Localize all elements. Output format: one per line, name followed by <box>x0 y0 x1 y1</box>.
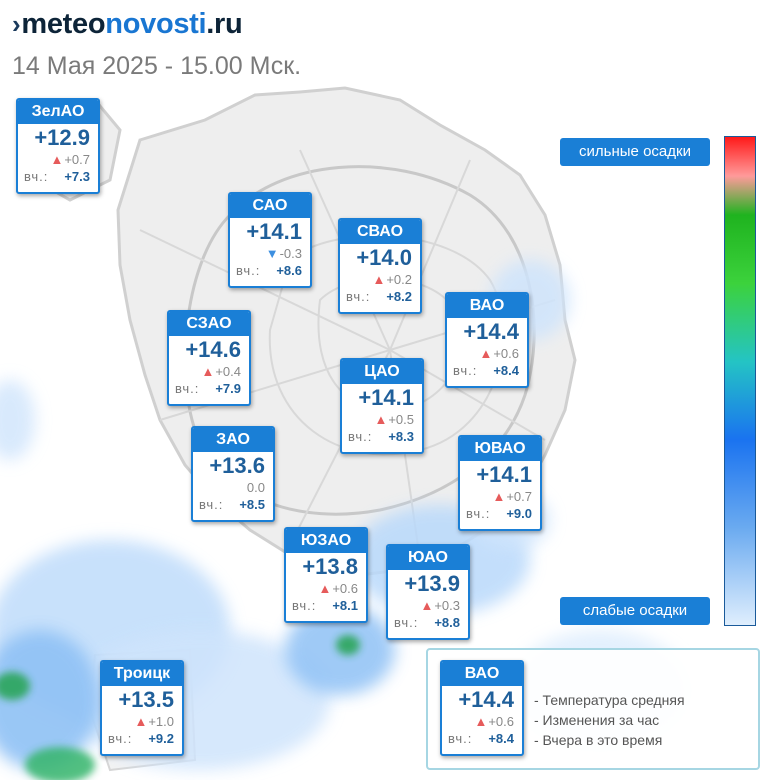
district-name: ЗелАО <box>18 100 98 124</box>
district-name: ЮАО <box>388 546 468 570</box>
legend-line-average: - Температура средняя <box>534 692 685 708</box>
district-card-tsao: ЦАО +14.1 ▲+0.5 вч.: +8.3 <box>340 358 424 454</box>
average-temperature: +14.1 <box>246 219 302 244</box>
trend-icon: ▲ <box>479 346 493 361</box>
yesterday-temperature: вч.: +8.6 <box>236 263 302 278</box>
trend-icon: ▲ <box>372 272 386 287</box>
logo-part-meteo: meteo <box>21 8 106 40</box>
yesterday-temperature: вч.: +8.1 <box>292 598 358 613</box>
district-card-yuzao: ЮЗАО +13.8 ▲+0.6 вч.: +8.1 <box>284 527 368 623</box>
hourly-change: ▲+0.5 <box>374 412 414 427</box>
heavy-precip-label: сильные осадки <box>560 138 710 166</box>
yesterday-temperature: вч.: +7.9 <box>175 381 241 396</box>
district-card-szao: СЗАО +14.6 ▲+0.4 вч.: +7.9 <box>167 310 251 406</box>
district-card-troitsk: Троицк +13.5 ▲+1.0 вч.: +9.2 <box>100 660 184 756</box>
district-name: ЮЗАО <box>286 529 366 553</box>
average-temperature: +14.1 <box>476 462 532 487</box>
trend-icon: ▲ <box>134 714 148 729</box>
hourly-change: ▲+0.7 <box>50 152 90 167</box>
hourly-change: ▲+0.2 <box>372 272 412 287</box>
hourly-change: ▲+0.7 <box>492 489 532 504</box>
district-card-svao: СВАО +14.0 ▲+0.2 вч.: +8.2 <box>338 218 422 314</box>
district-card-yuvao: ЮВАО +14.1 ▲+0.7 вч.: +9.0 <box>458 435 542 531</box>
yesterday-temperature: вч.: +8.4 <box>448 731 514 746</box>
trend-icon: ▲ <box>374 412 388 427</box>
district-name: ЦАО <box>342 360 422 384</box>
hourly-change: ▲+0.6 <box>474 714 514 729</box>
trend-icon: ▲ <box>318 581 332 596</box>
yesterday-temperature: вч.: +9.2 <box>108 731 174 746</box>
logo-part-domain: .ru <box>206 8 243 40</box>
precipitation-colorbar <box>724 136 756 626</box>
trend-icon: ▼ <box>265 246 279 261</box>
logo-icon: › <box>12 9 21 39</box>
yesterday-temperature: вч.: +8.3 <box>348 429 414 444</box>
district-name: САО <box>230 194 310 218</box>
hourly-change: ▲+0.3 <box>420 598 460 613</box>
hourly-change: ▼-0.3 <box>265 246 302 261</box>
yesterday-temperature: вч.: +9.0 <box>466 506 532 521</box>
average-temperature: +13.5 <box>118 687 174 712</box>
district-name: СВАО <box>340 220 420 244</box>
average-temperature: +14.4 <box>463 319 519 344</box>
legend-line-change: - Изменения за час <box>534 712 660 728</box>
legend-sample-card: ВАО +14.4 ▲+0.6 вч.: +8.4 <box>440 660 524 756</box>
trend-icon: ▲ <box>50 152 64 167</box>
yesterday-temperature: вч.: +7.3 <box>24 169 90 184</box>
district-name: ЗАО <box>193 428 273 452</box>
site-logo[interactable]: ›meteonovosti.ru <box>12 6 243 42</box>
district-card-sao: САО +14.1 ▼-0.3 вч.: +8.6 <box>228 192 312 288</box>
average-temperature: +13.8 <box>302 554 358 579</box>
trend-icon: ▲ <box>474 714 488 729</box>
average-temperature: +13.9 <box>404 571 460 596</box>
logo-part-novosti: novosti <box>105 8 207 40</box>
average-temperature: +14.6 <box>185 337 241 362</box>
average-temperature: +14.1 <box>358 385 414 410</box>
light-precip-label: слабые осадки <box>560 597 710 625</box>
district-name: ВАО <box>447 294 527 318</box>
legend-descriptions: - Температура средняя - Изменения за час… <box>534 690 685 750</box>
district-name: СЗАО <box>169 312 249 336</box>
hourly-change: ▲+0.4 <box>201 364 241 379</box>
yesterday-temperature: вч.: +8.4 <box>453 363 519 378</box>
hourly-change: 0.0 <box>246 480 265 495</box>
yesterday-temperature: вч.: +8.2 <box>346 289 412 304</box>
district-card-zao: ЗАО +13.6 0.0 вч.: +8.5 <box>191 426 275 522</box>
district-name: ЮВАО <box>460 437 540 461</box>
district-name: Троицк <box>102 662 182 686</box>
district-card-vao: ВАО +14.4 ▲+0.6 вч.: +8.4 <box>445 292 529 388</box>
yesterday-temperature: вч.: +8.5 <box>199 497 265 512</box>
average-temperature: +12.9 <box>34 125 90 150</box>
district-card-zelao: ЗелАО +12.9 ▲+0.7 вч.: +7.3 <box>16 98 100 194</box>
hourly-change: ▲+0.6 <box>318 581 358 596</box>
average-temperature: +14.4 <box>458 687 514 712</box>
average-temperature: +14.0 <box>356 245 412 270</box>
hourly-change: ▲+0.6 <box>479 346 519 361</box>
hourly-change: ▲+1.0 <box>134 714 174 729</box>
legend-line-yesterday: - Вчера в это время <box>534 732 663 748</box>
trend-icon: ▲ <box>492 489 506 504</box>
average-temperature: +13.6 <box>209 453 265 478</box>
district-name: ВАО <box>442 662 522 686</box>
yesterday-temperature: вч.: +8.8 <box>394 615 460 630</box>
trend-icon: ▲ <box>201 364 215 379</box>
district-card-yuao: ЮАО +13.9 ▲+0.3 вч.: +8.8 <box>386 544 470 640</box>
trend-icon: ▲ <box>420 598 434 613</box>
forecast-datetime: 14 Мая 2025 - 15.00 Мск. <box>12 52 302 80</box>
